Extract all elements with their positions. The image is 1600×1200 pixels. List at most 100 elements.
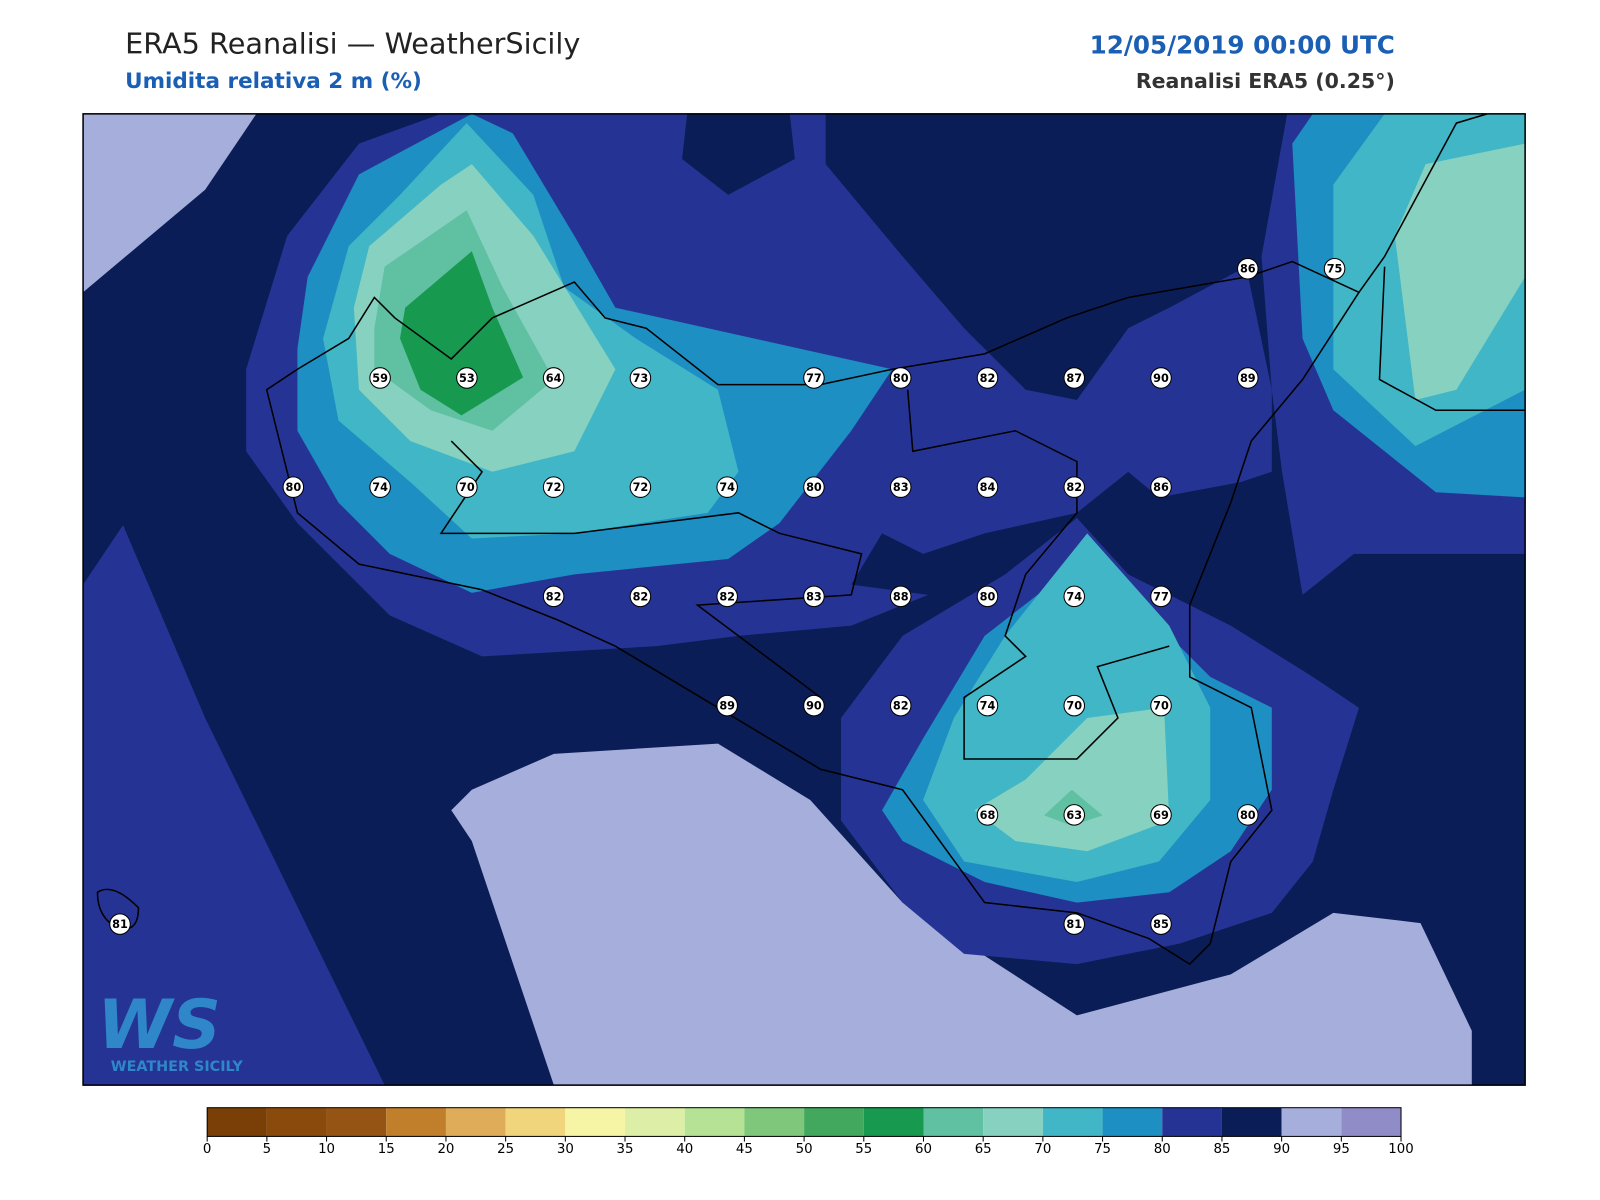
station-marker [1150,585,1172,608]
station: 70 [1063,694,1086,717]
station-value: 80 [980,590,996,603]
title: ERA5 Reanalisi — WeatherSicily [125,26,580,60]
station: 69 [1150,804,1172,826]
station-marker [716,694,738,717]
station-marker [803,585,825,608]
station-marker [803,476,825,498]
station-value: 80 [1240,809,1256,822]
station-value: 70 [1066,700,1082,713]
station-value: 85 [1153,918,1169,931]
station: 82 [716,585,738,608]
colorbar-tick-label: 85 [1213,1142,1230,1157]
colorbar-bin [983,1107,1043,1137]
station-marker [976,804,999,826]
colorbar-tick-label: 80 [1154,1142,1171,1157]
station-value: 72 [546,481,562,494]
colorbar-tick-label: 70 [1034,1142,1051,1157]
colorbar-bin [505,1107,566,1137]
station-marker [1063,476,1086,498]
station: 83 [889,476,912,498]
station: 74 [1063,585,1086,608]
station-value: 90 [806,700,822,713]
station-marker [976,367,999,389]
colorbar-tick-label: 95 [1333,1142,1350,1157]
colorbar-bin [1162,1107,1222,1137]
station: 82 [629,585,652,608]
station-marker [1063,694,1086,717]
station-value: 83 [893,481,909,494]
station: 72 [629,476,652,498]
colorbar-tick-label: 0 [203,1142,211,1157]
station-marker [803,367,825,389]
station-marker [456,476,478,498]
station-value: 84 [980,481,996,494]
station: 74 [369,476,391,498]
station: 72 [542,476,565,498]
station: 81 [1063,913,1086,935]
station: 86 [1150,476,1172,498]
station: 53 [456,367,478,389]
colorbar-tick-label: 10 [318,1142,335,1157]
logo: WS WEATHER SICILY [97,985,243,1075]
station-value: 80 [806,481,822,494]
contour [400,251,524,416]
station-value: 73 [633,372,649,385]
station: 83 [803,585,825,608]
station: 68 [976,804,999,826]
station: 87 [1063,367,1086,389]
contour [451,743,1472,1086]
station: 82 [976,367,999,389]
station-marker [629,476,652,498]
station-value: 53 [459,372,475,385]
datetime: 12/05/2019 00:00 UTC [1090,30,1395,59]
colorbar-tick-label: 60 [915,1142,932,1157]
station-marker [542,585,565,608]
subtitle: Umidita relativa 2 m (%) [125,69,422,94]
colorbar-bin [744,1107,805,1137]
station-value: 81 [112,918,128,931]
station-value: 72 [633,481,649,494]
station: 63 [1063,804,1086,826]
station-value: 80 [893,372,909,385]
station-marker [889,367,912,389]
station-value: 88 [893,590,909,603]
station: 77 [803,367,825,389]
colorbar-bin [1042,1107,1103,1137]
station-value: 87 [1066,372,1082,385]
colorbar-bin [625,1107,685,1137]
station-marker [1150,804,1172,826]
colorbar-tick-label: 30 [557,1142,574,1157]
station-marker [1323,257,1346,280]
station-value: 80 [285,481,301,494]
station: 88 [889,585,912,608]
colorbar-tick-label: 75 [1094,1142,1111,1157]
station: 80 [889,367,912,389]
station-marker [1063,585,1086,608]
contour [1394,143,1526,401]
station-value: 82 [1066,481,1082,494]
station: 89 [1237,367,1259,389]
station: 75 [1323,257,1346,280]
station: 77 [1150,585,1172,608]
station-marker [369,476,391,498]
station: 80 [976,585,999,608]
station-value: 89 [1240,372,1256,385]
station-value: 83 [806,590,822,603]
station-marker [889,694,912,717]
colorbar-tick-label: 65 [975,1142,992,1157]
logo-mark: WS [97,985,220,1064]
station: 80 [282,476,305,498]
station-marker [976,694,999,717]
station-marker [1150,694,1172,717]
station-marker [282,476,305,498]
station-value: 69 [1153,809,1169,822]
station-value: 75 [1327,263,1343,276]
station-marker [976,585,999,608]
station: 80 [803,476,825,498]
station-value: 74 [719,481,735,494]
station-value: 82 [546,590,562,603]
station-value: 59 [372,372,388,385]
colorbar-tick-label: 45 [736,1142,753,1157]
station-marker [1063,367,1086,389]
